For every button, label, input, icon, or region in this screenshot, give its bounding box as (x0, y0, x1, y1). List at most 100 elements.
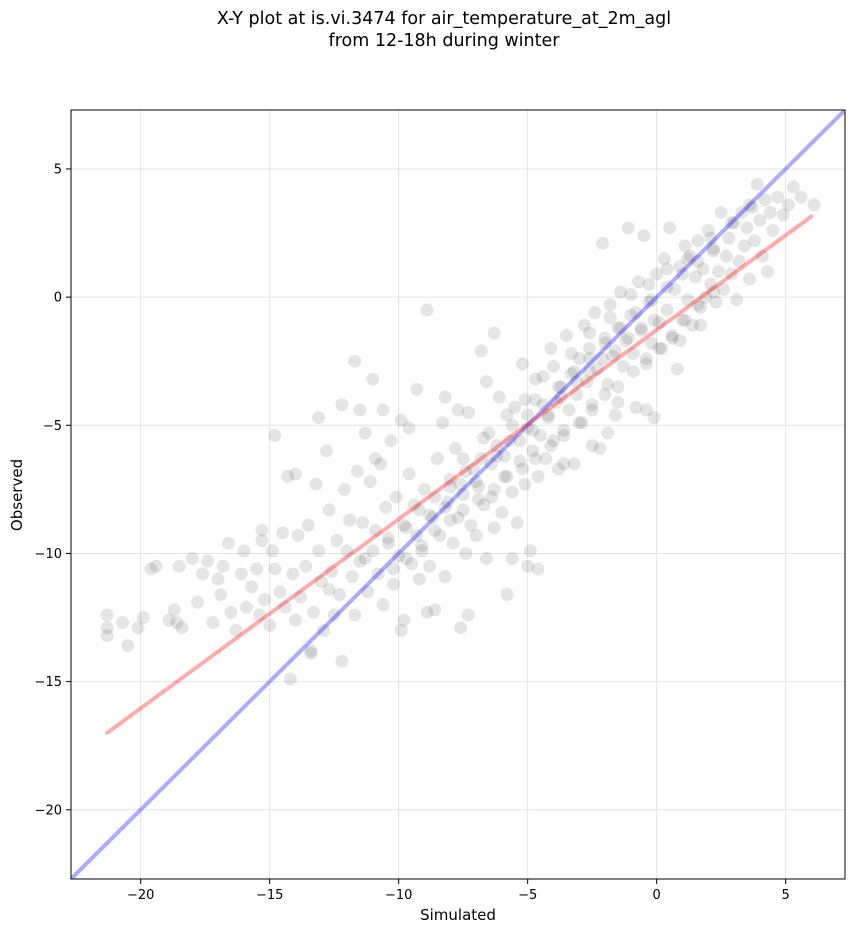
data-point (497, 470, 511, 484)
data-point (743, 272, 757, 286)
data-point (490, 439, 504, 453)
data-point (448, 441, 462, 455)
data-point (681, 293, 695, 307)
data-point (745, 200, 759, 214)
data-point (539, 452, 553, 466)
data-point (652, 341, 666, 355)
data-point (753, 213, 767, 227)
data-point (469, 475, 483, 489)
data-point (552, 380, 566, 394)
data-point (389, 490, 403, 504)
data-point (216, 559, 230, 573)
data-point (399, 521, 413, 535)
data-point (611, 321, 625, 335)
data-point (283, 672, 297, 686)
data-point (593, 441, 607, 455)
data-point (407, 498, 421, 512)
data-point (301, 518, 315, 532)
data-point (350, 464, 364, 478)
data-point (221, 536, 235, 550)
data-point (258, 593, 271, 607)
data-point (513, 454, 527, 468)
data-point (521, 421, 535, 435)
data-point (619, 334, 633, 348)
data-point (732, 254, 746, 268)
data-point (239, 600, 253, 614)
data-point (479, 375, 493, 389)
x-axis-label: Simulated (420, 906, 496, 924)
data-point (740, 221, 754, 235)
data-point (634, 321, 648, 335)
data-point (541, 408, 555, 422)
data-point (704, 231, 718, 245)
data-point (585, 398, 599, 412)
data-point (420, 605, 434, 619)
data-point (278, 600, 292, 614)
data-point (546, 359, 560, 373)
data-point (392, 549, 406, 563)
data-point (608, 408, 622, 422)
data-point (748, 234, 762, 248)
data-point (660, 262, 674, 276)
data-point (100, 608, 114, 622)
x-tick-label: −5 (518, 888, 537, 903)
data-point (438, 500, 452, 514)
data-point (704, 277, 718, 291)
data-point (758, 193, 772, 207)
data-point (807, 198, 821, 212)
data-point (541, 411, 555, 425)
data-point (737, 239, 751, 253)
y-tick-label: 0 (54, 291, 62, 306)
data-point (317, 623, 331, 637)
data-point (601, 377, 615, 391)
data-point (322, 582, 336, 596)
data-point (717, 282, 731, 296)
data-point (487, 482, 501, 496)
data-point (330, 534, 344, 548)
data-point (190, 595, 204, 609)
data-point (121, 639, 135, 653)
data-point (503, 434, 517, 448)
data-point (572, 416, 586, 430)
data-point (474, 344, 488, 358)
data-point (477, 498, 491, 512)
data-point (265, 544, 279, 558)
data-point (276, 526, 290, 540)
data-point (327, 608, 341, 622)
data-point (268, 562, 282, 576)
data-point (642, 277, 656, 291)
data-point (657, 252, 671, 266)
data-point (786, 180, 800, 194)
data-point (459, 464, 473, 478)
data-point (691, 298, 705, 312)
data-point (500, 470, 514, 484)
data-point (546, 434, 560, 448)
data-point (691, 254, 705, 268)
data-point (552, 462, 566, 476)
data-point (590, 362, 604, 376)
x-tick-label: 0 (653, 888, 661, 903)
data-point (655, 341, 669, 355)
data-point (706, 241, 720, 255)
chart-subtitle: from 12-18h during winter (328, 31, 560, 51)
data-point (469, 529, 483, 543)
data-point (237, 544, 251, 558)
data-point (701, 223, 715, 237)
data-point (288, 467, 302, 481)
data-point (201, 554, 215, 568)
data-point (554, 380, 568, 394)
data-point (626, 347, 640, 361)
chart-title: X-Y plot at is.vi.3474 for air_temperatu… (216, 9, 672, 29)
data-point (387, 562, 400, 576)
data-point (567, 364, 581, 378)
y-tick-label: −10 (35, 547, 62, 562)
data-point (368, 523, 382, 537)
data-point (694, 300, 708, 314)
data-point (196, 567, 210, 581)
data-point (485, 457, 499, 471)
data-point (314, 575, 328, 589)
data-point (149, 559, 163, 573)
data-point (771, 190, 785, 204)
data-point (743, 198, 757, 212)
data-point (433, 529, 447, 543)
